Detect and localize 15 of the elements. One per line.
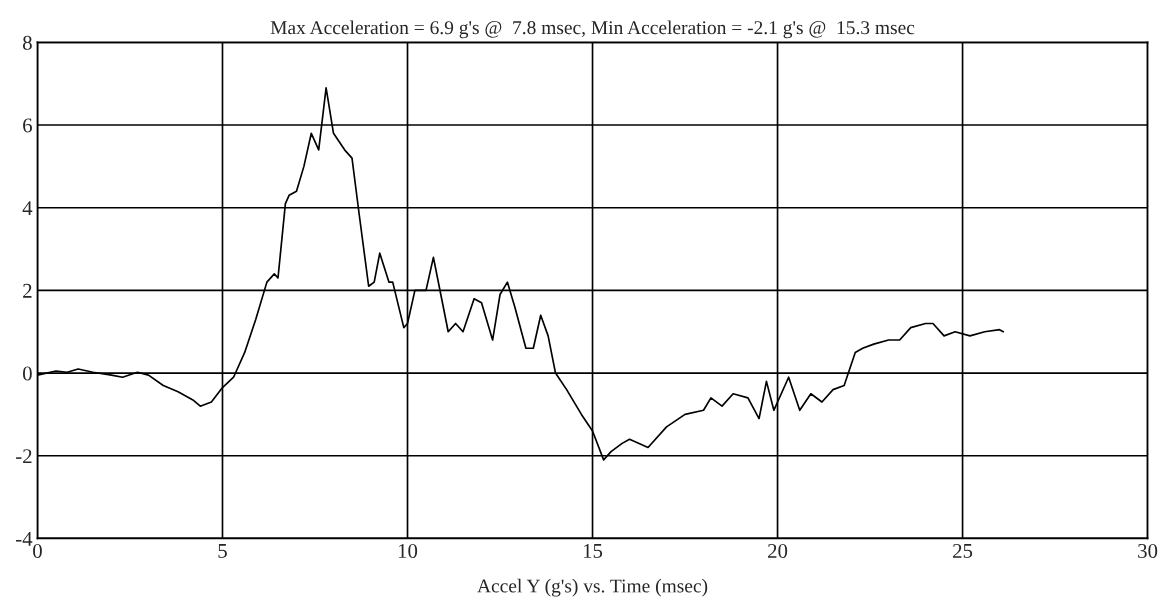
- x-tick-label: 25: [953, 543, 973, 558]
- y-tick-label: 2: [23, 283, 32, 298]
- x-tick-label: 20: [768, 543, 788, 558]
- y-tick-label: -2: [16, 449, 32, 463]
- x-axis-title: Accel Y (g's) vs. Time (msec): [477, 578, 708, 597]
- y-tick-label: 6: [23, 118, 32, 133]
- x-tick-label: 5: [218, 544, 227, 558]
- y-tick-label: 0: [22, 366, 32, 381]
- y-tick-label: -4: [16, 531, 33, 546]
- y-tick-label: 8: [22, 35, 32, 50]
- x-tick-label: 15: [583, 544, 603, 558]
- chart-title: Max Acceleration = 6.9 g's @ 7.8 msec, Min Acceleration = -2.1 g's @ 15.3 msec: [270, 20, 915, 39]
- x-tick-label: 10: [398, 543, 418, 558]
- x-tick-label: 30: [1138, 543, 1158, 558]
- y-tick-label: 4: [22, 201, 33, 215]
